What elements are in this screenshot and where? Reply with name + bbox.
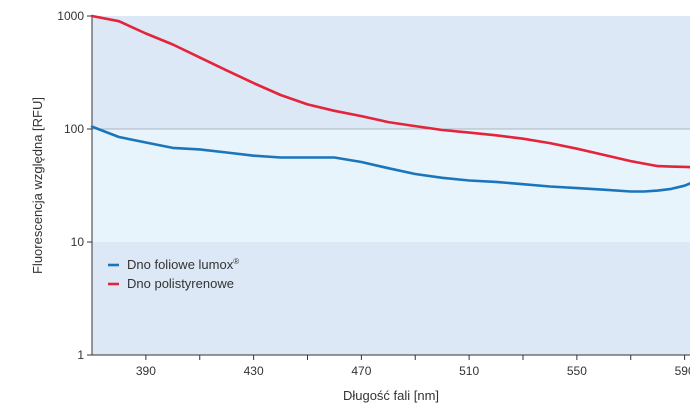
x-tick-label: 510 <box>459 364 479 378</box>
x-tick-label: 430 <box>244 364 264 378</box>
y-axis-title: Fluorescencja względna [RFU] <box>30 97 45 274</box>
y-tick-label: 1000 <box>57 9 84 23</box>
x-axis-title: Długość fali [nm] <box>343 388 439 403</box>
x-tick-label: 390 <box>136 364 156 378</box>
x-tick-label: 550 <box>567 364 587 378</box>
background-band-2 <box>92 16 690 129</box>
background-band-1 <box>92 129 690 242</box>
y-tick-label: 10 <box>71 235 85 249</box>
x-tick-label: 470 <box>351 364 371 378</box>
x-tick-label: 590 <box>675 364 690 378</box>
legend-registered-mark: ® <box>233 257 239 266</box>
y-tick-label: 1 <box>77 348 84 362</box>
y-tick-label: 100 <box>64 122 84 136</box>
legend-label-1: Dno polistyrenowe <box>127 276 234 291</box>
legend-label-0: Dno foliowe lumox® <box>127 257 239 272</box>
